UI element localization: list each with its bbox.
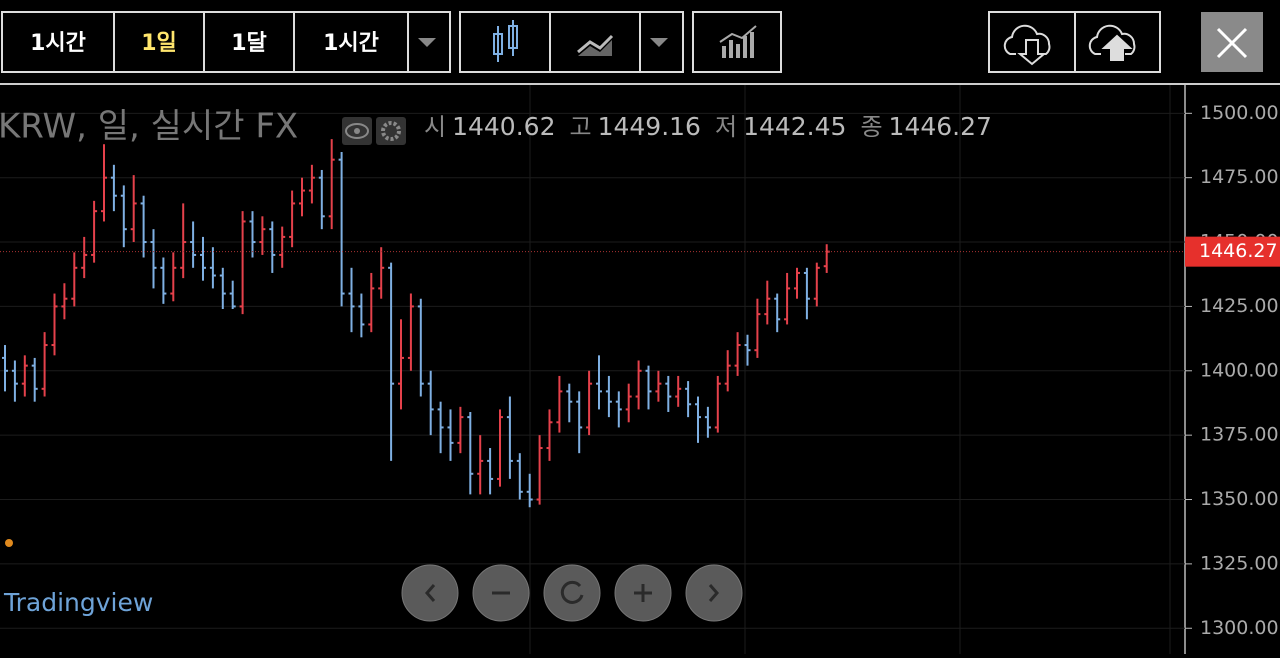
reset[interactable] [543, 564, 601, 622]
interval-button[interactable]: 1시간 [30, 31, 86, 56]
readout-value: 1442.45 [743, 112, 846, 141]
interval-group [1, 11, 451, 73]
y-tick-label: 1300.00 [1200, 617, 1279, 639]
readout-label: 종 [860, 113, 882, 141]
dropdown[interactable] [650, 38, 668, 47]
y-tick-label: 1350.00 [1200, 488, 1279, 510]
marker-dot [5, 539, 13, 547]
last-price-tag [1185, 236, 1280, 267]
dropdown[interactable] [418, 38, 436, 47]
nav-buttons [401, 564, 743, 622]
candle-icon[interactable] [493, 20, 518, 62]
y-tick-label: 1400.00 [1200, 359, 1279, 381]
eye-shape [345, 123, 369, 139]
indicator-button[interactable] [692, 11, 782, 73]
interval-button[interactable]: 1달 [231, 31, 267, 56]
gear-shape [381, 121, 401, 141]
indicator-icon [719, 25, 757, 58]
readout-value: 1440.62 [452, 112, 555, 141]
y-tick-label: 1375.00 [1200, 424, 1279, 446]
readout-label: 고 [569, 113, 591, 141]
cloud-upload[interactable] [1088, 24, 1136, 61]
y-tick-label: 1425.00 [1200, 295, 1279, 317]
watermark: Tradingview [3, 588, 153, 617]
bars [2, 139, 830, 508]
readout-value: 1449.16 [598, 112, 701, 141]
line-icon-fill [578, 40, 612, 56]
readout-label: 저 [715, 113, 737, 141]
grid [0, 85, 1185, 654]
interval-button[interactable]: 1시간 [323, 31, 379, 56]
readout-label: 시 [424, 113, 446, 141]
readout-value: 1446.27 [889, 112, 992, 141]
eye-pupil [354, 128, 360, 134]
scroll-right[interactable] [685, 564, 743, 622]
gear-icon[interactable] [376, 117, 406, 145]
chart-title: KRW, 일, 실시간 FX [0, 107, 298, 147]
y-tick-label: 1475.00 [1200, 166, 1279, 188]
y-tick-label: 1500.00 [1200, 102, 1279, 124]
last-price-label: 1446.27 [1199, 240, 1278, 262]
nav-icons [425, 580, 719, 604]
line-icon[interactable] [577, 34, 614, 54]
cloud-download[interactable] [1003, 24, 1051, 66]
style-group [459, 11, 684, 73]
close-icon [1216, 27, 1248, 59]
ohlc-readout: 시 1440.62 고 1449.16 저 1442.45 종 1446.27 [424, 112, 992, 141]
scroll-left[interactable] [401, 564, 459, 622]
interval-button[interactable]: 1일 [141, 31, 177, 56]
toolbar [1, 11, 1161, 73]
y-tick-label: 1325.00 [1200, 552, 1279, 574]
